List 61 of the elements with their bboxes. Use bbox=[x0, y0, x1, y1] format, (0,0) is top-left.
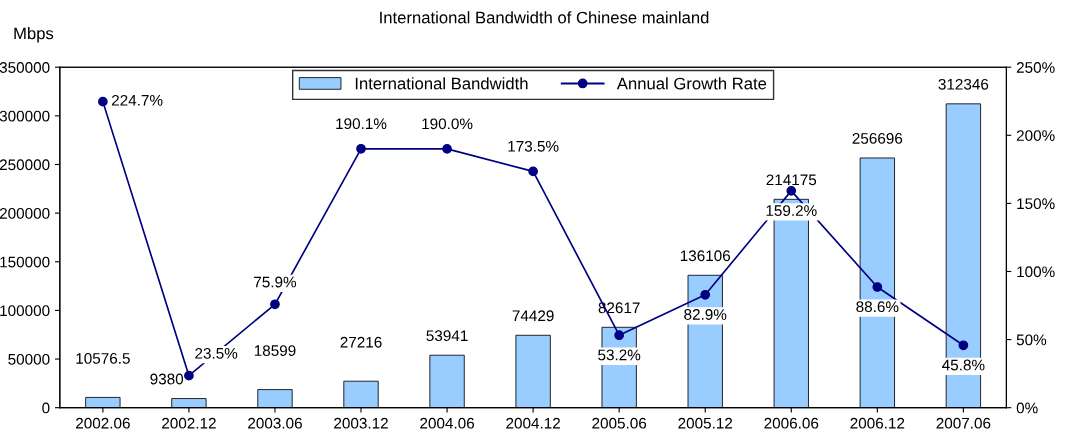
data-label: 190.1% bbox=[336, 118, 387, 130]
y-tick-label: 300000 bbox=[0, 110, 50, 122]
data-label: 53.2% bbox=[598, 349, 641, 361]
y2-tick-label: 100% bbox=[1017, 266, 1055, 278]
data-label: 256696 bbox=[852, 133, 903, 144]
y-tick-label: 200000 bbox=[0, 207, 50, 219]
x-tick-label: 2004.06 bbox=[420, 417, 475, 429]
y-axis-title: Mbps bbox=[14, 27, 54, 43]
point bbox=[184, 370, 194, 381]
point bbox=[786, 186, 797, 196]
data-label: 136106 bbox=[680, 250, 731, 262]
point bbox=[872, 282, 883, 292]
point bbox=[98, 96, 108, 107]
x-tick-label: 2003.12 bbox=[334, 417, 388, 429]
x-tick-label: 2007.06 bbox=[936, 417, 991, 429]
data-label: 75.9% bbox=[254, 276, 297, 288]
data-label: 159.2% bbox=[766, 205, 817, 216]
legend-label: Annual Growth Rate bbox=[616, 77, 767, 90]
point bbox=[442, 144, 452, 154]
y-tick-label: 150000 bbox=[0, 256, 50, 268]
data-label: 53941 bbox=[426, 330, 468, 342]
point bbox=[528, 166, 538, 177]
x-tick-label: 2005.12 bbox=[678, 417, 733, 429]
x-tick-label: 2006.12 bbox=[850, 417, 905, 429]
y-tick-label: 250000 bbox=[0, 159, 50, 171]
data-label: 173.5% bbox=[508, 140, 559, 152]
chart-title: International Bandwidth of Chinese mainland bbox=[380, 11, 709, 24]
y-tick-label: 350000 bbox=[0, 62, 50, 73]
data-label: 23.5% bbox=[195, 347, 238, 359]
point bbox=[356, 143, 366, 154]
data-label: 312346 bbox=[938, 78, 989, 90]
data-label: 27216 bbox=[340, 336, 382, 348]
data-label: 45.8% bbox=[942, 359, 985, 371]
x-tick-label: 2003.06 bbox=[248, 417, 302, 429]
y2-tick-label: 150% bbox=[1017, 198, 1055, 210]
x-tick-label: 2002.12 bbox=[162, 417, 216, 429]
point bbox=[270, 299, 280, 310]
x-tick-label: 2004.12 bbox=[506, 417, 560, 429]
data-label: 82.9% bbox=[684, 309, 727, 320]
legend-label: International Bandwidth bbox=[355, 77, 528, 90]
data-label: 224.7% bbox=[111, 94, 163, 106]
data-label: 18599 bbox=[254, 345, 296, 357]
data-label: 88.6% bbox=[856, 301, 899, 313]
x-tick-label: 2006.06 bbox=[764, 417, 819, 429]
point bbox=[614, 330, 625, 341]
data-label: 9380 bbox=[150, 373, 184, 385]
data-label: 10576.5 bbox=[76, 353, 130, 364]
y2-tick-label: 0% bbox=[1016, 402, 1038, 414]
data-label: 190.0% bbox=[422, 118, 473, 130]
y-tick-label: 0 bbox=[42, 402, 50, 414]
y-tick-label: 50000 bbox=[8, 353, 50, 365]
y2-tick-label: 250% bbox=[1016, 62, 1055, 73]
point bbox=[958, 340, 969, 351]
point bbox=[700, 289, 711, 300]
y2-tick-label: 200% bbox=[1016, 130, 1055, 141]
y-tick-label: 100000 bbox=[0, 305, 50, 317]
x-tick-label: 2005.06 bbox=[592, 417, 647, 429]
y2-tick-label: 50% bbox=[1016, 334, 1047, 346]
data-label: 74429 bbox=[512, 310, 554, 322]
data-label: 214175 bbox=[766, 174, 817, 186]
x-tick-label: 2002.06 bbox=[76, 417, 130, 429]
